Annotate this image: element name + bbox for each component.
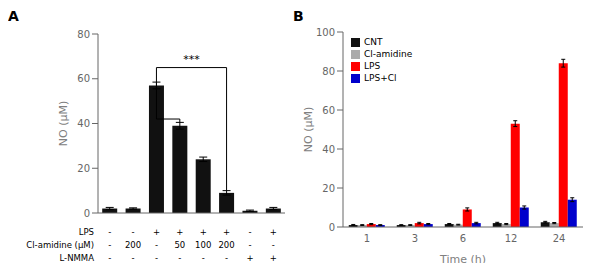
svg-text:Cl-amidine (μM): Cl-amidine (μM) (26, 240, 94, 250)
svg-text:60: 60 (322, 105, 335, 116)
svg-text:-: - (155, 240, 158, 250)
svg-text:+: + (153, 227, 160, 237)
svg-text:-: - (178, 253, 181, 263)
svg-text:50: 50 (174, 240, 185, 250)
svg-text:-: - (248, 240, 251, 250)
svg-text:12: 12 (505, 233, 518, 244)
svg-text:-: - (108, 227, 111, 237)
svg-text:60: 60 (77, 73, 90, 84)
svg-text:-: - (132, 227, 135, 237)
svg-text:1: 1 (364, 233, 370, 244)
html-text:CNT: CNT (364, 37, 383, 47)
svg-text:100: 100 (195, 240, 211, 250)
svg-text:6: 6 (460, 233, 466, 244)
svg-text:20: 20 (77, 163, 90, 174)
svg-text:-: - (108, 253, 111, 263)
svg-text:-: - (248, 227, 251, 237)
svg-text:+: + (270, 227, 277, 237)
svg-text:0: 0 (84, 208, 90, 219)
svg-text:20: 20 (322, 183, 335, 194)
html-text:LPS: LPS (364, 61, 381, 71)
svg-text:80: 80 (77, 29, 90, 40)
svg-text:3: 3 (412, 233, 418, 244)
svg-text:0: 0 (329, 222, 335, 233)
svg-text:-: - (225, 253, 228, 263)
svg-text:200: 200 (218, 240, 234, 250)
svg-text:24: 24 (553, 233, 566, 244)
svg-text:40: 40 (77, 118, 90, 129)
svg-text:-: - (272, 240, 275, 250)
svg-text:+: + (270, 253, 277, 263)
svg-text:-: - (108, 240, 111, 250)
svg-text:L-NMMA: L-NMMA (60, 253, 95, 263)
svg-text:40: 40 (322, 144, 335, 155)
svg-text:80: 80 (322, 66, 335, 77)
svg-text:+: + (246, 253, 253, 263)
svg-text:Time (h): Time (h) (439, 253, 486, 263)
svg-text:LPS: LPS (79, 227, 94, 237)
svg-text:-: - (155, 253, 158, 263)
html-text:Cl-amidine: Cl-amidine (364, 49, 413, 59)
svg-text:100: 100 (316, 27, 335, 38)
svg-text:-: - (202, 253, 205, 263)
svg-text:***: *** (183, 53, 200, 66)
html-text:B: B (293, 8, 304, 24)
svg-text:NO (μM): NO (μM) (57, 101, 70, 146)
svg-text:+: + (176, 227, 183, 237)
svg-text:-: - (132, 253, 135, 263)
svg-text:+: + (223, 227, 230, 237)
svg-text:+: + (200, 227, 207, 237)
svg-text:200: 200 (125, 240, 141, 250)
svg-text:NO (μM): NO (μM) (302, 107, 315, 152)
html-text:A: A (8, 8, 19, 24)
html-text:LPS+Cl: LPS+Cl (364, 73, 397, 83)
